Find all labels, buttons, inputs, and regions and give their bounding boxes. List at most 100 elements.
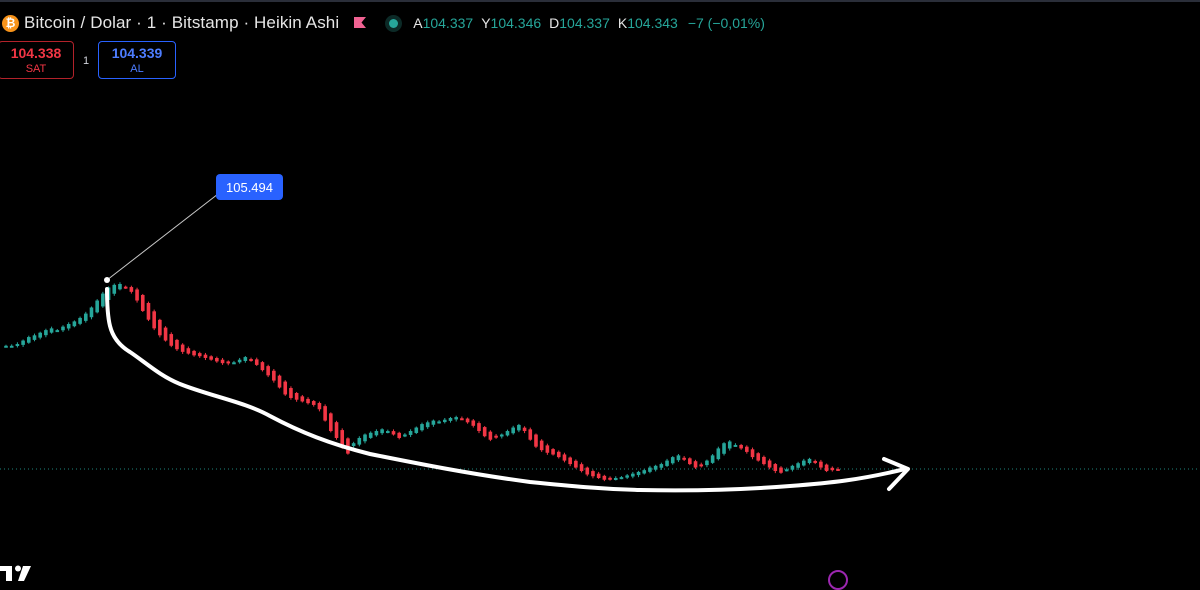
candle-body xyxy=(482,427,487,437)
candle-body xyxy=(545,445,550,453)
candle-body xyxy=(175,339,179,350)
ohlc-key: A xyxy=(413,15,423,31)
sell-button[interactable]: 104.338 SAT xyxy=(0,41,74,79)
candle-body xyxy=(408,431,413,435)
candle-body xyxy=(129,287,134,292)
candle-body xyxy=(209,356,213,360)
candle-body xyxy=(158,319,162,336)
candle-body xyxy=(824,464,829,472)
candle-body xyxy=(442,419,447,423)
chart-header: ₿ Bitcoin / Dolar · 1 · Bitstamp · Heiki… xyxy=(0,10,765,36)
candle-body xyxy=(78,317,82,324)
candle-body xyxy=(95,300,99,313)
ohlc-high: 104.346 xyxy=(490,15,542,31)
candle-body xyxy=(807,458,812,464)
candle-body xyxy=(779,467,783,473)
buy-button[interactable]: 104.339 AL xyxy=(98,41,176,79)
candle-body xyxy=(266,366,270,376)
annotation-anchor[interactable] xyxy=(104,277,110,283)
candle-body xyxy=(528,429,533,440)
candle-body xyxy=(505,431,510,436)
candle-body xyxy=(767,460,772,468)
candle-body xyxy=(203,354,208,358)
candle-body xyxy=(653,465,658,470)
candle-body xyxy=(260,362,265,371)
bitcoin-icon[interactable]: ₿ xyxy=(2,14,19,32)
candle-body xyxy=(460,418,464,421)
candle-body xyxy=(21,340,25,345)
candle-body xyxy=(796,463,800,468)
replay-icon[interactable] xyxy=(828,570,848,590)
candle-body xyxy=(517,424,521,431)
candle-body xyxy=(494,435,498,438)
spread-value: 1 xyxy=(82,55,90,67)
ohlc-key: Y xyxy=(481,15,491,31)
annotation-price-label[interactable]: 105.494 xyxy=(216,174,283,200)
candle-body xyxy=(226,361,231,364)
candle-body xyxy=(112,284,117,294)
sell-label: SAT xyxy=(25,63,47,75)
candle-body xyxy=(551,449,555,455)
candle-body xyxy=(61,326,65,331)
candle-body xyxy=(289,388,293,398)
candle-body xyxy=(26,337,31,343)
candle-body xyxy=(562,454,567,461)
candle-body xyxy=(636,471,641,476)
candle-body xyxy=(471,420,476,426)
candle-body xyxy=(391,431,396,435)
candle-body xyxy=(802,460,806,466)
candle-body xyxy=(123,286,128,289)
candle-body xyxy=(4,345,8,348)
candle-body xyxy=(192,350,196,356)
candle-body xyxy=(414,427,419,433)
candle-body xyxy=(682,457,686,460)
candle-body xyxy=(351,443,356,447)
ohlc-values: A104.337 Y104.346 D104.337 K104.343 −7 (… xyxy=(413,15,765,31)
candle-body xyxy=(135,289,139,301)
candle-body xyxy=(619,477,624,480)
candle-body xyxy=(306,398,310,404)
candle-body xyxy=(750,449,755,458)
candle-body xyxy=(830,467,835,471)
candle-body xyxy=(499,434,504,437)
candle-body xyxy=(631,473,635,477)
candle-body xyxy=(311,401,316,405)
candle-body xyxy=(243,357,248,361)
candle-body xyxy=(699,464,704,467)
candle-body xyxy=(9,345,14,348)
candle-body xyxy=(215,357,219,362)
candle-body xyxy=(522,427,527,432)
candle-body xyxy=(118,284,122,290)
market-status-icon[interactable] xyxy=(389,18,399,28)
candle-body xyxy=(665,460,669,466)
hand-drawn-curve xyxy=(105,287,907,493)
candle-body xyxy=(329,413,333,432)
candle-body xyxy=(237,359,242,363)
candle-body xyxy=(425,422,430,428)
candle-body xyxy=(710,455,715,463)
candle-body xyxy=(585,467,590,475)
candle-body xyxy=(556,451,561,458)
candle-body xyxy=(197,353,202,357)
candle-body xyxy=(340,430,345,447)
candle-body xyxy=(574,460,578,468)
candle-body xyxy=(38,332,42,338)
candle-body xyxy=(773,464,778,472)
candle-body xyxy=(374,431,379,436)
candle-body xyxy=(613,478,618,480)
ohlc-key: K xyxy=(617,15,628,31)
candle-body xyxy=(727,441,732,449)
flag-icon[interactable] xyxy=(353,16,367,30)
candle-body xyxy=(397,432,402,438)
candle-body xyxy=(836,468,840,471)
candle-body xyxy=(72,321,77,327)
candle-body xyxy=(386,431,390,434)
symbol-title[interactable]: Bitcoin / Dolar · 1 · Bitstamp · Heikin … xyxy=(24,13,340,32)
candle-body xyxy=(186,348,191,354)
trade-panel: 104.338 SAT 1 104.339 AL xyxy=(0,41,176,79)
arrowhead-icon xyxy=(882,457,910,491)
candle-body xyxy=(813,460,818,463)
candle-body xyxy=(688,458,692,465)
candle-body xyxy=(420,424,424,431)
